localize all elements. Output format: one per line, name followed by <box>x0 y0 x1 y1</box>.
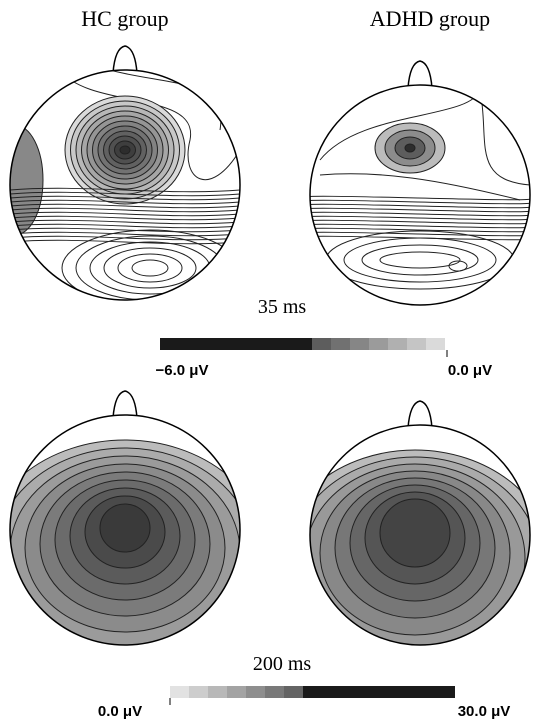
contour <box>310 207 530 213</box>
contour <box>103 247 197 289</box>
contour <box>10 207 240 213</box>
contour <box>10 227 240 233</box>
nose <box>407 400 433 429</box>
contour <box>131 259 169 277</box>
scalp-map <box>10 70 240 300</box>
scale-max-label: 30.0 μV <box>458 703 511 720</box>
color-bar-segment <box>189 686 208 698</box>
head-outline <box>9 69 241 301</box>
contour <box>379 498 451 568</box>
contour <box>343 237 497 283</box>
contour <box>10 211 240 217</box>
scale-min-label: −6.0 μV <box>156 362 209 379</box>
color-bar-segment <box>208 686 227 698</box>
color-bar-segment <box>388 338 407 350</box>
color-bar-segment <box>265 686 284 698</box>
contour <box>379 251 461 269</box>
contour <box>310 195 530 201</box>
scalp-map <box>310 85 530 305</box>
color-bar-segment <box>331 338 350 350</box>
contour <box>10 223 240 229</box>
nose <box>407 60 433 89</box>
contour <box>448 260 468 272</box>
contour <box>10 239 240 245</box>
contour <box>10 203 240 209</box>
scalp-map <box>310 425 530 645</box>
color-bar-segment <box>312 338 331 350</box>
contour <box>59 70 240 181</box>
contour <box>404 143 416 153</box>
color-bar-segment <box>303 686 455 698</box>
color-bar-segment <box>426 338 445 350</box>
contour <box>10 187 240 193</box>
time-label: 200 ms <box>253 653 312 675</box>
contour <box>10 219 240 225</box>
contour <box>310 215 530 221</box>
scalp-map <box>10 415 240 645</box>
contour <box>310 211 530 217</box>
color-bar-segment <box>350 338 369 350</box>
contour <box>99 503 151 553</box>
scale-min-label: 0.0 μV <box>98 703 142 720</box>
color-bar-segment <box>227 686 246 698</box>
map-background <box>310 85 530 305</box>
scale-max-label: 0.0 μV <box>448 362 492 379</box>
contour <box>10 215 240 221</box>
color-bar-segment <box>160 338 312 350</box>
nose <box>112 390 138 419</box>
contour <box>10 231 240 237</box>
contour <box>310 199 530 205</box>
head-outline <box>309 84 531 306</box>
color-bar-segment <box>284 686 303 698</box>
contour <box>310 203 530 209</box>
contour <box>10 191 240 197</box>
contour <box>10 195 240 201</box>
color-bar-segment <box>369 338 388 350</box>
contour <box>119 145 131 155</box>
color-bar-segment <box>246 686 265 698</box>
color-bar-segment <box>170 686 189 698</box>
group-header: ADHD group <box>370 6 490 31</box>
time-label: 35 ms <box>258 296 307 318</box>
contour <box>10 199 240 205</box>
head-outline <box>9 414 241 646</box>
group-header: HC group <box>81 6 168 31</box>
contour <box>361 244 479 276</box>
contour <box>117 253 183 283</box>
nose <box>112 45 138 74</box>
color-bar-segment <box>407 338 426 350</box>
contour <box>319 173 521 201</box>
head-outline <box>309 424 531 646</box>
